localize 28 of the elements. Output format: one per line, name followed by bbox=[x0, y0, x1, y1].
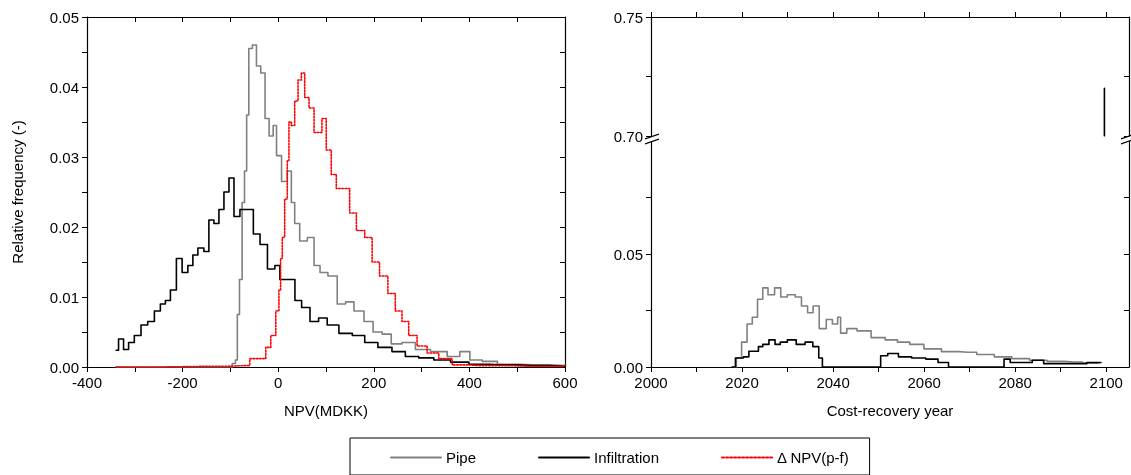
x-tick-label: 600 bbox=[552, 374, 578, 391]
x-tick-label: -400 bbox=[71, 374, 103, 391]
y-tick-label: 0.00 bbox=[49, 358, 79, 376]
x-tick-label: -200 bbox=[167, 374, 198, 391]
x-tick-label: 2040 bbox=[816, 374, 850, 391]
x-tick-label: 2080 bbox=[998, 374, 1032, 391]
x-tick-label: 200 bbox=[361, 374, 387, 391]
x-tick-label: 2020 bbox=[725, 374, 759, 391]
x-tick-label: 2100 bbox=[1089, 374, 1123, 391]
y-tick-label: 0.01 bbox=[49, 288, 79, 306]
x-tick-label: 2000 bbox=[634, 374, 668, 391]
x-tick-label: 2060 bbox=[907, 374, 941, 391]
y-axis-title: Relative frequency (-) bbox=[9, 120, 26, 264]
legend-label: Δ NPV(p-f) bbox=[777, 449, 849, 466]
y-tick-label: 0.70 bbox=[613, 127, 643, 145]
y-tick-label: 0.02 bbox=[49, 218, 79, 236]
y-tick-label: 0.75 bbox=[613, 8, 643, 26]
x-axis-title: NPV(MDKK) bbox=[283, 402, 369, 419]
y-tick-label: 0.04 bbox=[49, 78, 79, 96]
y-tick-label: 0.05 bbox=[613, 245, 643, 263]
x-tick-label: 0 bbox=[274, 374, 283, 391]
x-axis-title: Cost-recovery year bbox=[826, 402, 954, 419]
y-tick-label: 0.05 bbox=[49, 8, 79, 26]
legend-label: Infiltration bbox=[594, 449, 660, 466]
y-tick-label: 0.00 bbox=[613, 358, 643, 376]
legend-label: Pipe bbox=[446, 449, 477, 466]
x-tick-label: 400 bbox=[456, 374, 482, 391]
y-tick-label: 0.03 bbox=[49, 148, 79, 166]
